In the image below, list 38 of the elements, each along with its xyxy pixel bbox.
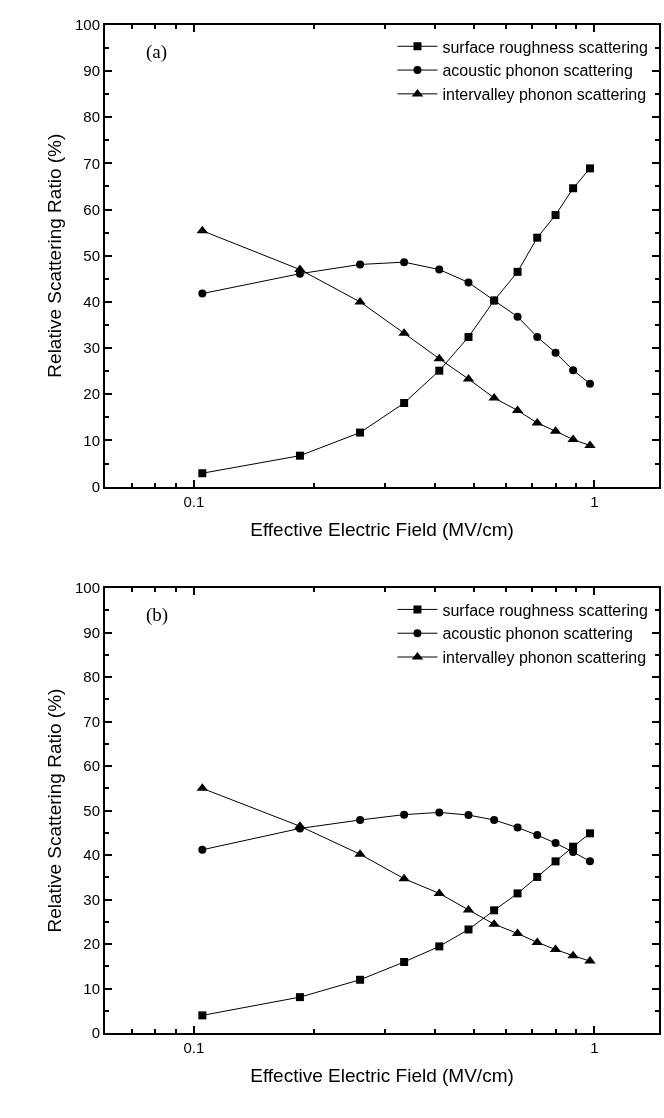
y-tick-label: 30 — [83, 890, 100, 908]
y-tick-label: 100 — [74, 16, 100, 34]
legend-label: acoustic phonon scattering — [442, 62, 633, 80]
y-tick-label: 100 — [74, 579, 100, 597]
x-tick-label: 1 — [590, 492, 599, 510]
y-tick-label: 70 — [83, 154, 100, 172]
y-tick-label: 20 — [83, 385, 100, 403]
y-tick-label: 40 — [83, 293, 100, 311]
y-tick-label: 0 — [91, 1024, 100, 1042]
y-tick-label: 70 — [83, 712, 100, 730]
y-tick-label: 10 — [83, 979, 100, 997]
y-axis-title: Relative Scattering Ratio (%) — [44, 688, 66, 933]
y-tick-label: 60 — [83, 757, 100, 775]
y-tick-label: 60 — [83, 200, 100, 218]
x-tick-label: 0.1 — [183, 492, 205, 510]
y-tick-label: 50 — [83, 246, 100, 264]
annotation: (b) — [146, 604, 169, 626]
y-tick-label: 0 — [91, 477, 100, 495]
y-tick-label: 40 — [83, 846, 100, 864]
x-axis-title: Effective Electric Field (MV/cm) — [250, 518, 514, 540]
y-tick-label: 90 — [83, 62, 100, 80]
legend-label: surface roughness scattering — [442, 601, 648, 619]
y-tick-label: 30 — [83, 339, 100, 357]
x-tick-label: 0.1 — [183, 1039, 205, 1057]
legend-label: intervalley phonon scattering — [442, 86, 647, 104]
annotation: (a) — [146, 41, 168, 63]
x-axis-title: Effective Electric Field (MV/cm) — [250, 1065, 514, 1087]
y-tick-label: 50 — [83, 801, 100, 819]
legend-label: surface roughness scattering — [442, 38, 648, 56]
y-tick-label: 10 — [83, 431, 100, 449]
y-tick-label: 20 — [83, 935, 100, 953]
y-tick-label: 80 — [83, 668, 100, 686]
y-tick-label: 90 — [83, 623, 100, 641]
legend-label: intervalley phonon scattering — [442, 649, 647, 667]
x-tick-label: 1 — [590, 1039, 599, 1057]
legend-label: acoustic phonon scattering — [442, 625, 633, 643]
y-axis-title: Relative Scattering Ratio (%) — [44, 133, 66, 378]
y-tick-label: 80 — [83, 108, 100, 126]
